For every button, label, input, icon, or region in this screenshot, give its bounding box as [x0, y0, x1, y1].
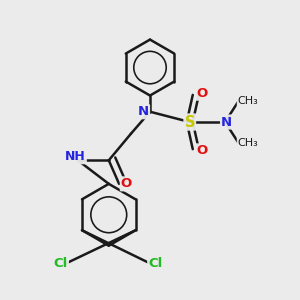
- Text: Cl: Cl: [148, 257, 162, 270]
- Text: O: O: [121, 177, 132, 190]
- Text: CH₃: CH₃: [238, 96, 258, 106]
- Text: N: N: [221, 116, 232, 128]
- Text: O: O: [196, 87, 208, 100]
- Text: S: S: [184, 115, 195, 130]
- Text: O: O: [196, 144, 208, 158]
- Text: NH: NH: [65, 150, 86, 163]
- Text: Cl: Cl: [54, 257, 68, 270]
- Text: N: N: [138, 105, 149, 118]
- Text: CH₃: CH₃: [238, 138, 258, 148]
